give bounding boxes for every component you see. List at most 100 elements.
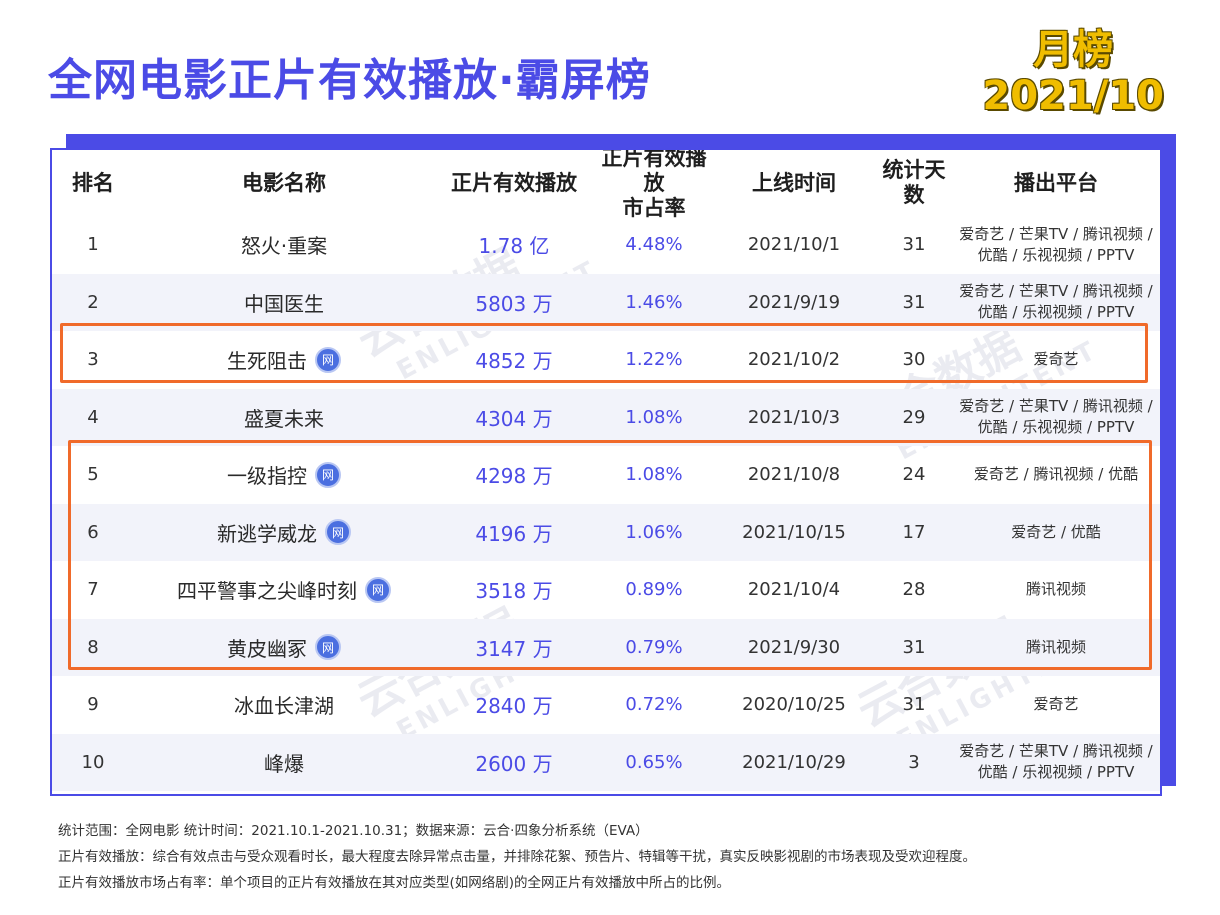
platform-cell: 爱奇艺	[954, 331, 1158, 389]
market-share-cell-text: 4.48%	[625, 234, 683, 256]
footnote-share-def: 正片有效播放市场占有率：单个项目的正片有效播放在其对应类型(如网络剧)的全网正片…	[58, 875, 731, 891]
stat-days-cell: 3	[874, 734, 954, 792]
stat-days-cell-text: 28	[902, 579, 926, 601]
table-header: 排名 电影名称 正片有效播放 正片有效播放 市占率 上线时间 统计天数 播出平台	[52, 150, 1160, 220]
table-row: 6 新逃学威龙网 4196 万 1.06% 2021/10/15 17 爱奇艺 / 优酷	[52, 503, 1160, 562]
effective-play-cell-text: 3518 万	[475, 579, 553, 604]
stat-days-cell-text: 3	[908, 751, 920, 773]
rank-cell-text: 8	[87, 636, 99, 658]
platform-cell: 爱奇艺 / 优酷	[954, 504, 1158, 562]
stat-days-cell: 17	[874, 504, 954, 562]
header-rank: 排名	[72, 170, 114, 195]
release-date-cell-text: 2021/10/2	[747, 349, 841, 371]
rank-cell-text: 2	[87, 291, 99, 313]
online-movie-icon: 网	[315, 461, 341, 488]
movie-name-cell-text: 新逃学威龙	[217, 521, 317, 546]
effective-play-cell-text: 3147 万	[475, 636, 553, 661]
effective-play-cell-text: 2840 万	[475, 694, 553, 719]
rank-cell-text: 5	[87, 464, 99, 486]
release-date-cell-text: 2021/10/29	[742, 751, 846, 773]
movie-name-cell-text: 黄皮幽冢	[227, 636, 307, 661]
stat-days-cell-text: 31	[902, 694, 926, 716]
market-share-cell: 0.72%	[594, 676, 714, 734]
table-row: 5 一级指控网 4298 万 1.08% 2021/10/8 24 爱奇艺 / 腾讯视频 /…	[52, 446, 1160, 504]
movie-name-cell-text: 生死阻击	[227, 349, 307, 374]
effective-play-cell: 2600 万	[434, 734, 594, 792]
footnote-scope: 统计范围：全网电影 统计时间：2021.10.1-2021.10.31；数据来源…	[58, 823, 649, 839]
rank-cell: 4	[52, 389, 134, 447]
rank-cell-text: 3	[87, 349, 99, 371]
movie-name-cell: 峰爆	[134, 734, 434, 792]
rank-cell: 10	[52, 734, 134, 792]
platform-cell: 腾讯视频	[954, 619, 1158, 677]
release-date-cell: 2021/9/30	[714, 619, 874, 677]
platform-cell-text: 腾讯视频	[1025, 637, 1086, 656]
stat-days-cell: 30	[874, 331, 954, 389]
table-row: 9 冰血长津湖 2840 万 0.72% 2020/10/25 31 爱奇艺	[52, 676, 1160, 734]
header-release-date: 上线时间	[752, 170, 836, 195]
stat-days-cell: 31	[874, 676, 954, 734]
stat-days-cell: 29	[874, 389, 954, 447]
header-platform: 播出平台	[1014, 170, 1098, 195]
release-date-cell: 2021/10/2	[714, 331, 874, 389]
rank-cell: 7	[52, 561, 134, 619]
platform-cell-text: 爱奇艺 / 芒果TV / 腾讯视频 / 优酷 / 乐视视频 / PPTV	[959, 742, 1153, 782]
release-date-cell-text: 2021/10/8	[747, 464, 841, 486]
platform-cell: 爱奇艺 / 芒果TV / 腾讯视频 / 优酷 / 乐视视频 / PPTV	[954, 389, 1158, 447]
rank-cell: 2	[52, 274, 134, 332]
movie-name-cell: 新逃学威龙网	[134, 504, 434, 562]
market-share-cell: 1.46%	[594, 274, 714, 332]
stat-days-cell-text: 17	[902, 521, 926, 543]
platform-cell: 爱奇艺 / 芒果TV / 腾讯视频 / 优酷 / 乐视视频 / PPTV	[954, 216, 1158, 274]
movie-name-cell: 盛夏未来	[134, 389, 434, 447]
movie-name-cell: 一级指控网	[134, 446, 434, 504]
rank-cell: 8	[52, 619, 134, 677]
movie-name-cell-text: 一级指控	[227, 464, 307, 489]
market-share-cell-text: 1.08%	[625, 464, 683, 486]
effective-play-cell: 4298 万	[434, 446, 594, 504]
period-badge: 月榜 2021/10	[982, 28, 1164, 120]
effective-play-cell: 3147 万	[434, 619, 594, 677]
platform-cell-text: 爱奇艺 / 腾讯视频 / 优酷	[973, 465, 1139, 484]
movie-name-cell: 怒火·重案	[134, 216, 434, 274]
release-date-cell: 2021/10/15	[714, 504, 874, 562]
platform-cell: 爱奇艺 / 腾讯视频 / 优酷	[954, 446, 1158, 504]
effective-play-cell-text: 1.78 亿	[478, 234, 550, 259]
market-share-cell-text: 1.08%	[625, 406, 683, 428]
effective-play-cell-text: 5803 万	[475, 291, 553, 316]
rank-cell-text: 4	[87, 406, 99, 428]
movie-name-cell: 中国医生	[134, 274, 434, 332]
effective-play-cell-text: 4298 万	[475, 464, 553, 489]
rank-cell-text: 10	[81, 751, 105, 773]
platform-cell-text: 爱奇艺 / 芒果TV / 腾讯视频 / 优酷 / 乐视视频 / PPTV	[959, 224, 1153, 264]
platform-cell-text: 爱奇艺 / 芒果TV / 腾讯视频 / 优酷 / 乐视视频 / PPTV	[959, 282, 1153, 322]
market-share-cell-text: 1.46%	[625, 291, 683, 313]
release-date-cell-text: 2021/10/15	[742, 521, 846, 543]
online-movie-icon: 网	[365, 576, 391, 603]
rank-cell-text: 7	[87, 579, 99, 601]
header-movie-name: 电影名称	[242, 170, 326, 195]
rank-cell: 1	[52, 216, 134, 274]
market-share-cell: 1.22%	[594, 331, 714, 389]
platform-cell-text: 爱奇艺 / 优酷	[1011, 522, 1101, 541]
release-date-cell: 2021/9/19	[714, 274, 874, 332]
release-date-cell: 2021/10/29	[714, 734, 874, 792]
release-date-cell: 2021/10/3	[714, 389, 874, 447]
market-share-cell-text: 1.22%	[625, 349, 683, 371]
movie-name-cell-text: 怒火·重案	[240, 234, 328, 259]
market-share-cell: 0.79%	[594, 619, 714, 677]
release-date-cell-text: 2021/10/1	[747, 234, 841, 256]
effective-play-cell: 3518 万	[434, 561, 594, 619]
stat-days-cell-text: 30	[902, 349, 926, 371]
table-row: 10 峰爆 2600 万 0.65% 2021/10/29 3 爱奇艺 / 芒果TV / 腾…	[52, 733, 1160, 792]
rank-cell: 5	[52, 446, 134, 504]
header-stat-days: 统计天数	[882, 158, 946, 207]
rank-cell: 9	[52, 676, 134, 734]
market-share-cell: 0.89%	[594, 561, 714, 619]
platform-cell-text: 爱奇艺 / 芒果TV / 腾讯视频 / 优酷 / 乐视视频 / PPTV	[959, 397, 1153, 437]
period-type: 月榜	[1033, 27, 1114, 73]
effective-play-cell: 4304 万	[434, 389, 594, 447]
table-row: 7 四平警事之尖峰时刻网 3518 万 0.89% 2021/10/4 28 腾讯视频	[52, 561, 1160, 619]
stat-days-cell-text: 31	[902, 234, 926, 256]
